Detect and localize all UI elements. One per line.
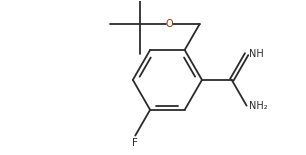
Text: O: O [166, 19, 174, 29]
Text: NH: NH [248, 49, 263, 59]
Text: F: F [132, 138, 138, 148]
Text: NH₂: NH₂ [248, 101, 267, 111]
